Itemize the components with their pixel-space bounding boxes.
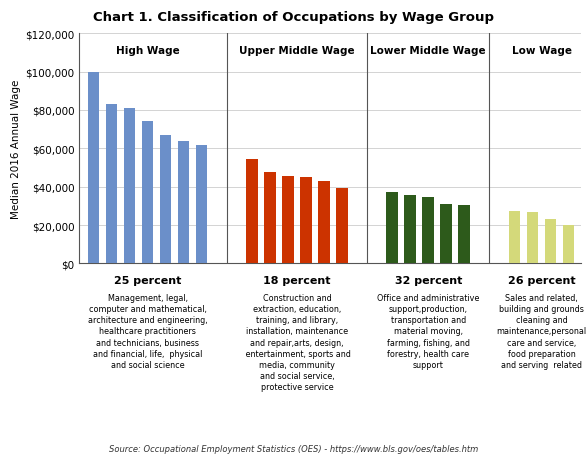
Text: 18 percent: 18 percent <box>263 275 330 285</box>
Bar <box>318 182 330 264</box>
Bar <box>106 105 117 264</box>
Bar <box>282 177 294 264</box>
Bar <box>563 226 575 264</box>
Bar <box>264 173 276 264</box>
Bar <box>440 205 452 264</box>
Bar <box>124 109 136 264</box>
Y-axis label: Median 2016 Annual Wage: Median 2016 Annual Wage <box>11 80 21 218</box>
Bar <box>404 196 416 264</box>
Text: 25 percent: 25 percent <box>114 275 181 285</box>
Bar <box>141 122 153 264</box>
Bar <box>545 220 556 264</box>
Bar <box>386 193 398 264</box>
Bar <box>336 188 348 264</box>
Text: High Wage: High Wage <box>116 46 180 56</box>
Bar <box>423 198 434 264</box>
Text: Sales and related,
building and grounds
cleaning and
maintenance,personal
care a: Sales and related, building and grounds … <box>497 293 586 369</box>
Bar <box>527 212 538 264</box>
Text: Low Wage: Low Wage <box>511 46 572 56</box>
Text: 32 percent: 32 percent <box>394 275 462 285</box>
Bar <box>509 211 521 264</box>
Bar <box>88 72 99 264</box>
Text: Upper Middle Wage: Upper Middle Wage <box>239 46 355 56</box>
Text: Construction and
extraction, education,
training, and library,
installation, mai: Construction and extraction, education, … <box>243 293 351 391</box>
Bar <box>246 160 258 264</box>
Bar <box>195 145 207 264</box>
Text: Office and administrative
support,production,
transportation and
material moving: Office and administrative support,produc… <box>377 293 480 369</box>
Bar <box>458 206 470 264</box>
Text: Management, legal,
computer and mathematical,
architecture and engineering,
heal: Management, legal, computer and mathemat… <box>88 293 207 369</box>
Text: Source: Occupational Employment Statistics (OES) - https://www.bls.gov/oes/table: Source: Occupational Employment Statisti… <box>109 444 478 453</box>
Text: 26 percent: 26 percent <box>508 275 575 285</box>
Bar <box>160 136 171 264</box>
Bar <box>300 178 312 264</box>
Bar <box>178 142 190 264</box>
Text: Lower Middle Wage: Lower Middle Wage <box>370 46 486 56</box>
Text: Chart 1. Classification of Occupations by Wage Group: Chart 1. Classification of Occupations b… <box>93 11 494 25</box>
